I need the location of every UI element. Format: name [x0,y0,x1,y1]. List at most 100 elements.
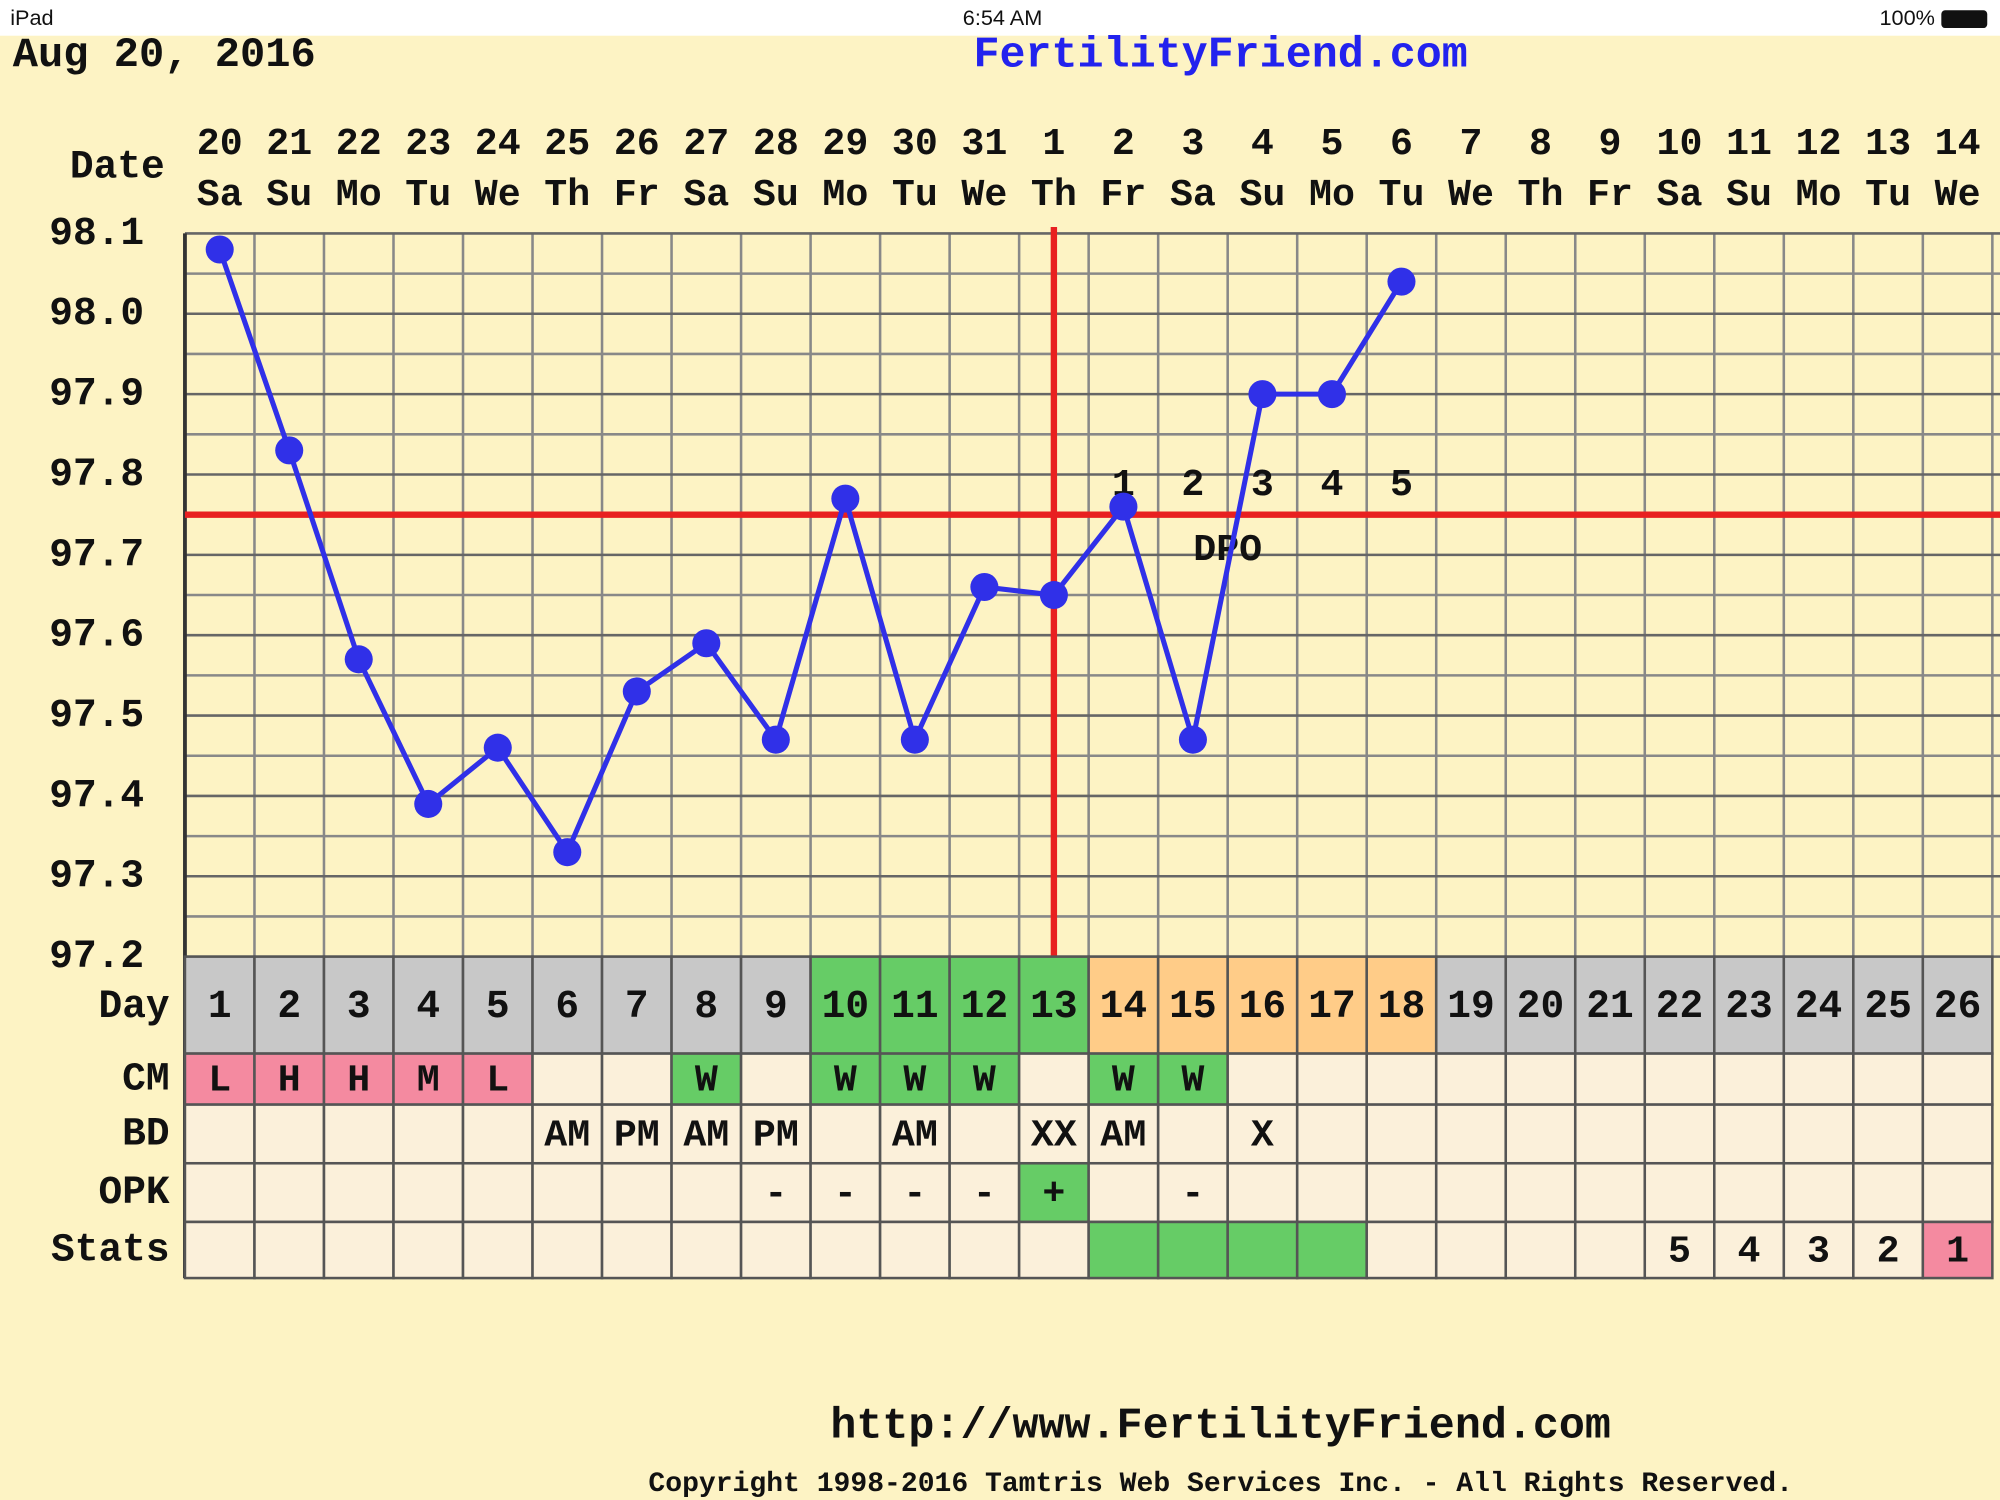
row-cell [670,1161,743,1224]
row-cell [1504,1052,1577,1106]
y-tick-label: 97.5 [49,693,144,738]
row-cell [739,1161,812,1224]
weekday: Mo [336,174,382,217]
cell-value: L [486,1059,509,1102]
cell-value: AM [1100,1114,1146,1157]
row-cell [1434,1161,1508,1224]
row-cell [1434,1052,1508,1106]
row-cell [1921,1161,1994,1224]
cell-value: PM [614,1114,660,1157]
day-cell [600,955,673,1055]
day-cell [1156,955,1229,1055]
date: 5 [1320,123,1343,166]
cycle-day: 21 [1586,984,1633,1029]
row-cell [531,1052,604,1106]
weekday: Fr [1587,174,1633,217]
row-cell [1852,1052,1925,1106]
cell-value: 5 [1668,1230,1691,1273]
row-cell [1365,1052,1438,1106]
row-label: BD [122,1111,169,1156]
cell-value: W [903,1059,926,1102]
day-cell [322,955,395,1055]
cycle-day: 25 [1864,984,1911,1029]
weekday: Sa [683,174,729,217]
row-cell [183,1220,256,1280]
temperature-point [205,235,234,264]
row-cell [1782,1220,1855,1280]
row-cell [1017,1052,1090,1106]
day-row-label: Day [98,984,169,1029]
y-tick-label: 97.7 [49,532,144,577]
weekday: Tu [892,174,938,217]
chart: Date 20Sa21Su22Mo23Tu24We25Th26Fr27Sa28Su… [49,123,2000,1280]
weekday: Th [1031,174,1077,217]
day-cell [1504,955,1577,1055]
row-cell [392,1103,465,1165]
cell-value: AM [544,1114,590,1157]
row-cell [809,1220,882,1280]
row-cell [739,1052,812,1106]
site-title[interactable]: FertilityFriend.com [973,31,1467,80]
row-cell [1643,1161,1716,1224]
cycle-day: 5 [486,984,510,1029]
row-cell [183,1103,256,1165]
y-tick-label: 98.1 [49,211,144,256]
weekday: Th [1518,174,1564,217]
row-cell [739,1103,812,1165]
cell-value: 2 [1877,1230,1900,1273]
date: 20 [197,123,243,166]
row-cell [600,1103,673,1165]
row-cell [878,1103,951,1165]
cycle-day: 7 [625,984,649,1029]
weekday: Sa [1657,174,1703,217]
date: 12 [1796,123,1842,166]
weekday: Sa [1170,174,1216,217]
cycle-day: 10 [822,984,869,1029]
row-cell [1921,1103,1994,1165]
weekday: Mo [1796,174,1842,217]
date: 9 [1599,123,1622,166]
row-cell [1643,1103,1716,1165]
row-cell [1573,1103,1647,1165]
row-cell [461,1103,534,1165]
row-cell [1295,1052,1368,1106]
clock: 6:54 AM [963,5,1043,30]
date: 13 [1865,123,1911,166]
cell-value: XX [1031,1114,1077,1157]
row-cell [948,1103,1021,1165]
row-cell [1295,1161,1368,1224]
weekday: Mo [822,174,868,217]
cell-value: W [695,1059,718,1102]
date: 11 [1726,123,1772,166]
cell-value: W [1181,1059,1204,1102]
cycle-day: 20 [1517,984,1564,1029]
temperature-point [831,484,860,513]
row-cell [1782,1103,1855,1165]
y-tick-label: 97.2 [49,934,144,979]
status-bar [0,0,2000,36]
row-cell [461,1161,534,1224]
weekday: We [1935,174,1981,217]
row-cell [253,1161,326,1224]
dpo-number: 4 [1320,464,1343,507]
row-cell [1573,1161,1647,1224]
row-cell [1504,1161,1577,1224]
row-label: OPK [98,1170,169,1215]
row-cell [600,1161,673,1224]
date: 31 [961,123,1007,166]
date: 7 [1459,123,1482,166]
temperature-point [553,838,582,867]
footer-url[interactable]: http://www.FertilityFriend.com [830,1402,1611,1451]
cell-value: X [1251,1114,1274,1157]
temperature-point [1387,267,1416,296]
date: 29 [822,123,868,166]
row-cell [1573,1220,1647,1280]
day-cell [1782,955,1855,1055]
row-cell [531,1220,604,1280]
row-cell [1017,1103,1090,1165]
weekday: Su [1726,174,1772,217]
cycle-day: 14 [1100,984,1147,1029]
row-cell [1295,1103,1368,1165]
cell-value: H [278,1059,301,1102]
row-cell [948,1052,1021,1106]
